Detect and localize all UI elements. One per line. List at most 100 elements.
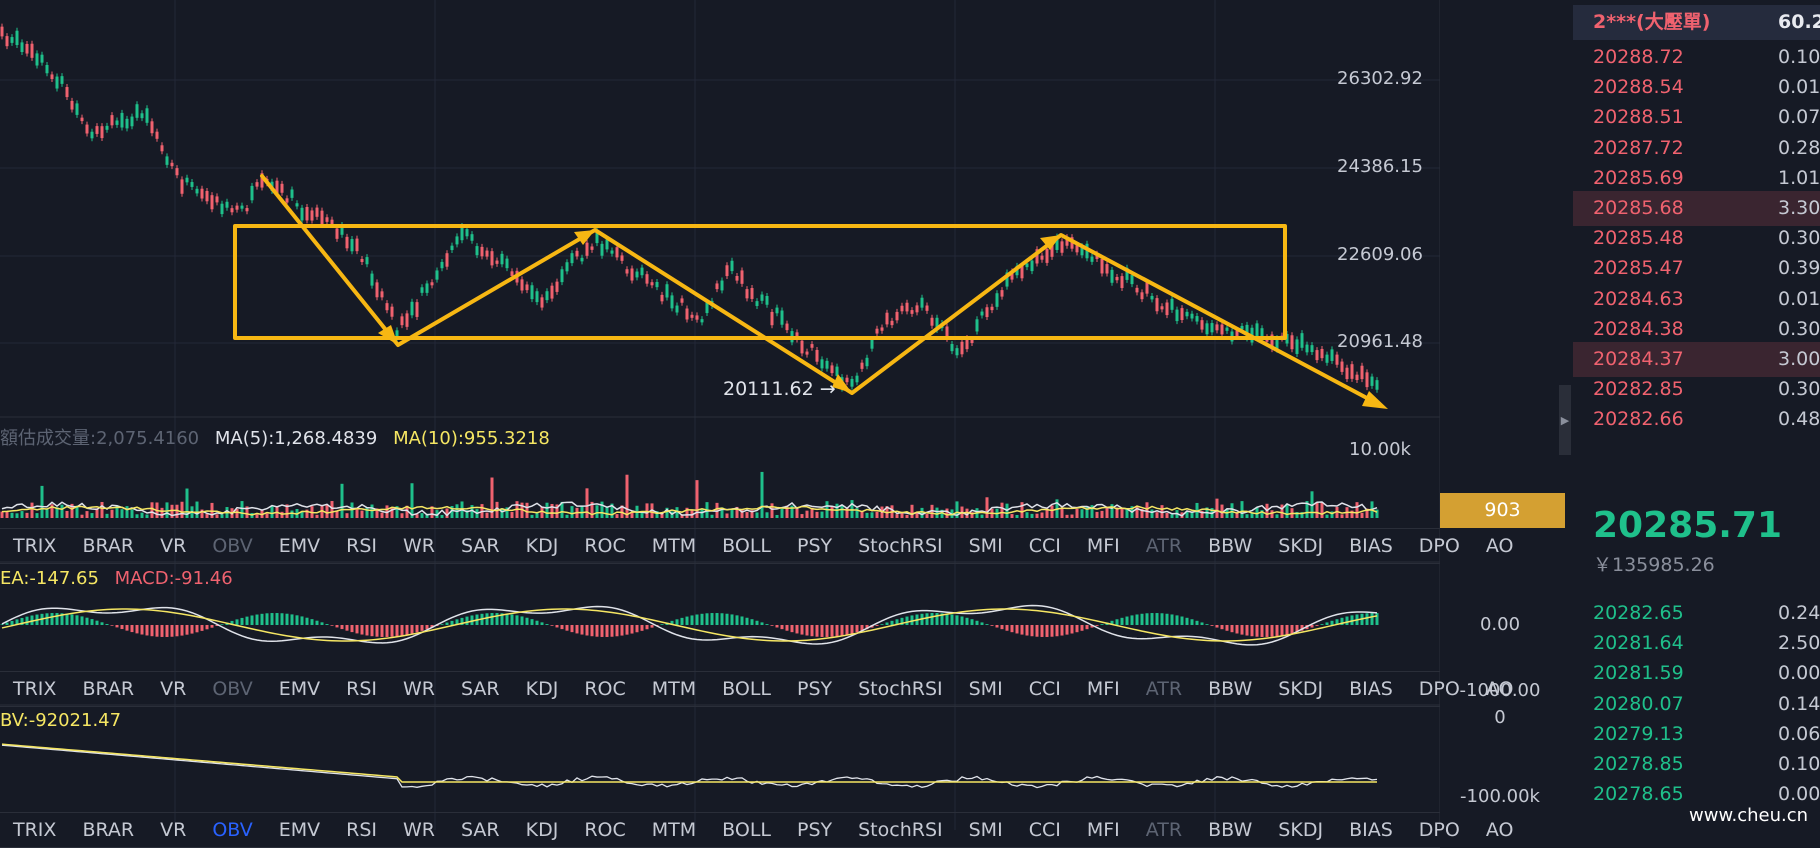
ask-row[interactable]: 20282.66 0.48: [1573, 402, 1820, 437]
ask-row[interactable]: 20282.85 0.30: [1573, 372, 1820, 407]
ask-qty: 0.07: [1778, 106, 1820, 129]
tab-trix[interactable]: TRIX: [13, 678, 57, 700]
tab-psy[interactable]: PSY: [797, 535, 833, 557]
tab-mfi[interactable]: MFI: [1086, 819, 1120, 841]
tab-brar[interactable]: BRAR: [82, 819, 135, 841]
tab-stochrsi[interactable]: StochRSI: [858, 819, 943, 841]
tab-sar[interactable]: SAR: [461, 819, 500, 841]
chart-area[interactable]: 20111.62 → 26302.92 24386.15 22609.06 20…: [0, 0, 1440, 830]
tab-roc[interactable]: ROC: [584, 535, 626, 557]
tab-boll[interactable]: BOLL: [722, 535, 771, 557]
tab-mtm[interactable]: MTM: [651, 819, 697, 841]
tab-ao[interactable]: AO: [1485, 678, 1514, 700]
tab-trix[interactable]: TRIX: [13, 819, 57, 841]
ask-row[interactable]: 20285.48 0.30: [1573, 221, 1820, 256]
ask-row[interactable]: 20288.72 0.10: [1573, 40, 1820, 75]
tab-smi[interactable]: SMI: [968, 535, 1003, 557]
tab-rsi[interactable]: RSI: [346, 678, 377, 700]
tab-boll[interactable]: BOLL: [722, 819, 771, 841]
tab-brar[interactable]: BRAR: [82, 678, 135, 700]
tab-vr[interactable]: VR: [160, 678, 187, 700]
tab-boll[interactable]: BOLL: [722, 678, 771, 700]
tab-smi[interactable]: SMI: [968, 819, 1003, 841]
tab-stochrsi[interactable]: StochRSI: [858, 678, 943, 700]
tab-emv[interactable]: EMV: [278, 535, 321, 557]
tab-rsi[interactable]: RSI: [346, 535, 377, 557]
bid-row[interactable]: 20278.85 0.10: [1573, 747, 1820, 782]
tab-vr[interactable]: VR: [160, 535, 187, 557]
ask-row[interactable]: 20285.47 0.39: [1573, 251, 1820, 286]
tab-bias[interactable]: BIAS: [1349, 535, 1393, 557]
tab-obv[interactable]: OBV: [212, 535, 253, 557]
ask-row[interactable]: 20288.51 0.07: [1573, 100, 1820, 135]
tab-bbw[interactable]: BBW: [1208, 535, 1253, 557]
tab-dpo[interactable]: DPO: [1418, 819, 1460, 841]
tab-kdj[interactable]: KDJ: [525, 678, 559, 700]
tab-emv[interactable]: EMV: [278, 678, 321, 700]
tab-wr[interactable]: WR: [403, 535, 435, 557]
tab-dpo[interactable]: DPO: [1418, 678, 1460, 700]
bid-row[interactable]: 20281.64 2.50: [1573, 626, 1820, 661]
chart-canvas[interactable]: [0, 0, 1440, 830]
tab-ao[interactable]: AO: [1485, 819, 1514, 841]
ask-row[interactable]: 20285.68 3.30: [1573, 191, 1820, 226]
tab-sar[interactable]: SAR: [461, 535, 500, 557]
tab-ao[interactable]: AO: [1485, 535, 1514, 557]
tab-kdj[interactable]: KDJ: [525, 535, 559, 557]
order-book: 2***(大壓單) 60.2 20288.72 0.10 20288.54 0.01 2…: [1573, 0, 1820, 830]
tab-skdj[interactable]: SKDJ: [1278, 535, 1324, 557]
tab-stochrsi[interactable]: StochRSI: [858, 535, 943, 557]
tab-mfi[interactable]: MFI: [1086, 535, 1120, 557]
tab-bias[interactable]: BIAS: [1349, 678, 1393, 700]
tab-skdj[interactable]: SKDJ: [1278, 678, 1324, 700]
tab-trix[interactable]: TRIX: [13, 535, 57, 557]
ask-row[interactable]: 20285.69 1.01: [1573, 161, 1820, 196]
collapse-panel-toggle[interactable]: ▶: [1559, 385, 1571, 455]
orderbook-large-order-row[interactable]: 2***(大壓單) 60.2: [1573, 5, 1820, 40]
ask-row[interactable]: 20288.54 0.01: [1573, 70, 1820, 105]
tab-emv[interactable]: EMV: [278, 819, 321, 841]
tab-sar[interactable]: SAR: [461, 678, 500, 700]
bid-row[interactable]: 20278.65 0.00: [1573, 777, 1820, 812]
tab-bbw[interactable]: BBW: [1208, 678, 1253, 700]
tab-skdj[interactable]: SKDJ: [1278, 819, 1324, 841]
tab-roc[interactable]: ROC: [584, 678, 626, 700]
tab-kdj[interactable]: KDJ: [525, 819, 559, 841]
tab-mtm[interactable]: MTM: [651, 535, 697, 557]
tab-atr[interactable]: ATR: [1145, 678, 1183, 700]
ask-row[interactable]: 20284.63 0.01: [1573, 282, 1820, 317]
macd-bar: [70, 614, 74, 625]
bid-row[interactable]: 20281.59 0.00: [1573, 656, 1820, 691]
bid-row[interactable]: 20279.13 0.06: [1573, 717, 1820, 752]
tab-rsi[interactable]: RSI: [346, 819, 377, 841]
tab-atr[interactable]: ATR: [1145, 535, 1183, 557]
bid-row[interactable]: 20282.65 0.24: [1573, 596, 1820, 631]
tab-cci[interactable]: CCI: [1028, 819, 1061, 841]
tab-atr[interactable]: ATR: [1145, 819, 1183, 841]
tab-roc[interactable]: ROC: [584, 819, 626, 841]
tab-mtm[interactable]: MTM: [651, 678, 697, 700]
tab-psy[interactable]: PSY: [797, 819, 833, 841]
tab-bbw[interactable]: BBW: [1208, 819, 1253, 841]
tab-cci[interactable]: CCI: [1028, 678, 1061, 700]
bid-row[interactable]: 20280.07 0.14: [1573, 687, 1820, 722]
tab-brar[interactable]: BRAR: [82, 535, 135, 557]
ask-row[interactable]: 20284.37 3.00: [1573, 342, 1820, 377]
tab-wr[interactable]: WR: [403, 678, 435, 700]
tab-vr[interactable]: VR: [160, 819, 187, 841]
tab-mfi[interactable]: MFI: [1086, 678, 1120, 700]
tab-obv[interactable]: OBV: [212, 819, 253, 841]
tab-dpo[interactable]: DPO: [1418, 535, 1460, 557]
tab-obv[interactable]: OBV: [212, 678, 253, 700]
ask-row[interactable]: 20287.72 0.28: [1573, 131, 1820, 166]
macd-bar: [875, 625, 879, 626]
volume-bar: [860, 511, 864, 518]
tab-smi[interactable]: SMI: [968, 678, 1003, 700]
tab-bias[interactable]: BIAS: [1349, 819, 1393, 841]
macd-bar: [345, 625, 349, 631]
macd-bar: [10, 620, 14, 625]
tab-psy[interactable]: PSY: [797, 678, 833, 700]
ask-row[interactable]: 20284.38 0.30: [1573, 312, 1820, 347]
tab-cci[interactable]: CCI: [1028, 535, 1061, 557]
tab-wr[interactable]: WR: [403, 819, 435, 841]
